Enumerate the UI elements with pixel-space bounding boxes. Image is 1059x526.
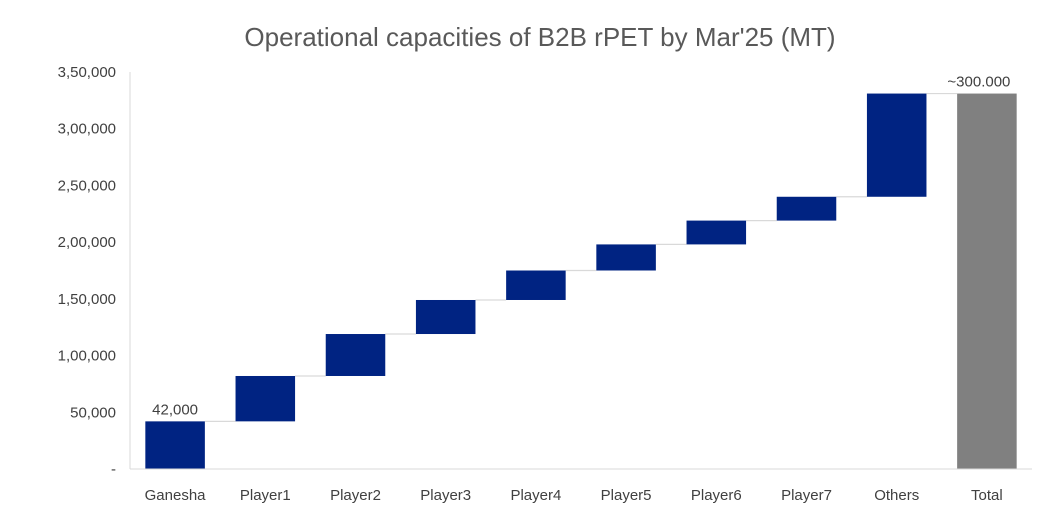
chart-title: Operational capacities of B2B rPET by Ma…: [244, 22, 835, 52]
bar-others: [866, 93, 927, 197]
y-tick-label: 1,50,000: [58, 291, 116, 308]
x-tick-label: Others: [874, 487, 919, 504]
data-labels: 42,000 ~300.000: [152, 74, 1010, 419]
bar-player2: [325, 334, 386, 376]
x-tick-label: Player4: [510, 487, 561, 504]
x-tick-label: Player7: [781, 487, 832, 504]
bar-player4: [506, 270, 566, 300]
y-tick-label: 3,00,000: [58, 121, 116, 138]
bar-player1: [235, 375, 296, 422]
bar-player7: [776, 196, 837, 221]
connector-lines: [204, 92, 958, 422]
bar-player3: [415, 299, 476, 335]
y-tick-label: -: [111, 461, 116, 478]
bar-total: [957, 93, 1017, 470]
data-label: 42,000: [152, 401, 198, 418]
y-axis: - 50,000 1,00,000 1,50,000 2,00,000 2,50,000 3…: [58, 64, 131, 478]
y-tick-label: 50,000: [70, 404, 116, 421]
x-tick-label: Player2: [330, 487, 381, 504]
x-tick-label: Player6: [691, 487, 742, 504]
y-tick-label: 3,50,000: [58, 64, 116, 81]
y-tick-label: 2,00,000: [58, 234, 116, 251]
bars: [145, 93, 1017, 470]
x-tick-label: Player3: [420, 487, 471, 504]
x-tick-label: Player5: [601, 487, 652, 504]
x-tick-label: Ganesha: [145, 487, 207, 504]
y-tick-label: 2,50,000: [58, 177, 116, 194]
y-tick-label: 1,00,000: [58, 348, 116, 365]
bar-player5: [596, 244, 656, 271]
x-tick-label: Player1: [240, 487, 291, 504]
bar-player6: [686, 220, 747, 245]
bar-ganesha: [145, 421, 205, 469]
x-axis: Ganesha Player1 Player2 Player3 Player4 Playe…: [130, 468, 1032, 504]
data-label: ~300.000: [947, 74, 1010, 91]
x-tick-label: Total: [971, 487, 1003, 504]
